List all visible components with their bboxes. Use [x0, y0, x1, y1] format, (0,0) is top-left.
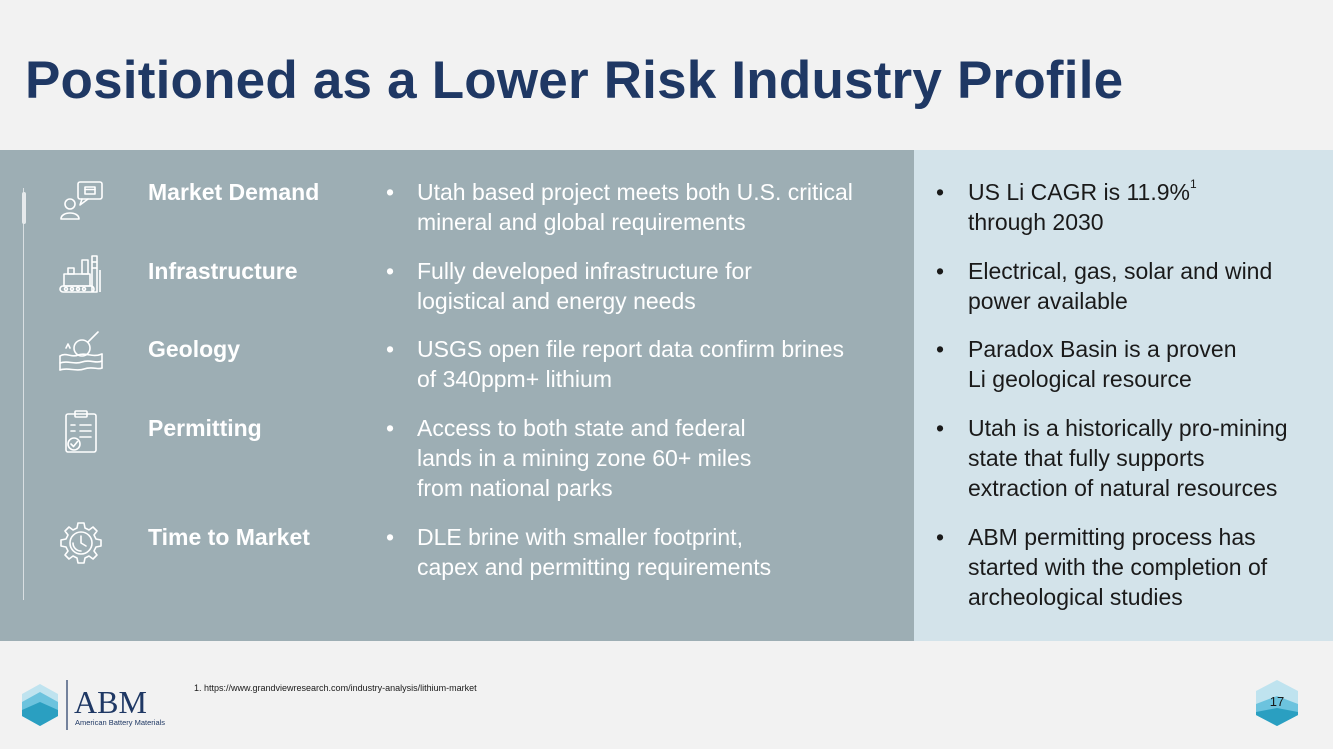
detail-line: Fully developed infrastructure for	[417, 258, 752, 284]
bullet: •	[936, 336, 945, 362]
fact-line: state that fully supports	[968, 445, 1205, 471]
hexagon-logo-icon	[22, 684, 58, 726]
detail-line: Utah based project meets both U.S. criti…	[417, 179, 853, 205]
row-fact: Paradox Basin is a proven Li geological …	[968, 334, 1237, 394]
fact-line: Electrical, gas, solar and wind	[968, 258, 1273, 284]
footnote: 1. https://www.grandviewresearch.com/ind…	[194, 683, 477, 693]
bullet: •	[386, 415, 395, 441]
row-detail: DLE brine with smaller footprint, capex …	[417, 522, 771, 582]
detail-line: DLE brine with smaller footprint,	[417, 524, 743, 550]
fact-line: Paradox Basin is a proven	[968, 336, 1237, 362]
bullet: •	[386, 179, 395, 205]
detail-line: lands in a mining zone 60+ miles	[417, 445, 752, 471]
logo-wordmark: ABM	[74, 684, 147, 720]
right-panel	[914, 150, 1333, 641]
detail-line: mineral and global requirements	[417, 209, 746, 235]
abm-logo: ABM American Battery Materials	[20, 680, 190, 736]
row-fact: US Li CAGR is 11.9%1 through 2030	[968, 177, 1197, 237]
detail-line: Access to both state and federal	[417, 415, 746, 441]
bullet: •	[936, 258, 945, 284]
detail-line: USGS open file report data confirm brine…	[417, 336, 844, 362]
row-detail: Access to both state and federal lands i…	[417, 413, 751, 503]
scroll-track	[23, 188, 24, 600]
gear-clock-icon	[58, 520, 104, 566]
bullet: •	[936, 524, 945, 550]
clipboard-check-icon	[58, 409, 104, 455]
page-title: Positioned as a Lower Risk Industry Prof…	[25, 51, 1124, 110]
row-label: Permitting	[148, 415, 262, 441]
fact-line: ABM permitting process has	[968, 524, 1256, 550]
bullet: •	[386, 524, 395, 550]
row-label: Time to Market	[148, 524, 310, 550]
logo-tagline: American Battery Materials	[75, 718, 165, 727]
fact-line: power available	[968, 288, 1128, 314]
detail-line: logistical and energy needs	[417, 288, 696, 314]
bullet: •	[936, 415, 945, 441]
detail-line: capex and permitting requirements	[417, 554, 772, 580]
row-label: Infrastructure	[148, 258, 298, 284]
fact-line: through 2030	[968, 209, 1104, 235]
row-label: Market Demand	[148, 179, 320, 205]
row-label: Geology	[148, 336, 241, 362]
row-detail: USGS open file report data confirm brine…	[417, 334, 844, 394]
page-number-badge	[1254, 678, 1300, 728]
row-detail: Fully developed infrastructure for logis…	[417, 256, 752, 316]
content-band: Market Demand • Utah based project meets…	[0, 150, 1333, 641]
fact-line: US Li CAGR is 11.9%1	[968, 177, 1197, 207]
fact-line: extraction of natural resources	[968, 475, 1278, 501]
fact-line: archeological studies	[968, 584, 1183, 610]
bullet: •	[386, 336, 395, 362]
geology-magnifier-icon	[58, 330, 104, 376]
left-panel	[0, 150, 914, 641]
chat-person-icon	[58, 179, 104, 225]
detail-line: of 340ppm+ lithium	[417, 366, 612, 392]
factory-icon	[58, 252, 104, 298]
detail-line: from national parks	[417, 475, 613, 501]
footnote-marker: 1	[1189, 177, 1197, 191]
row-detail: Utah based project meets both U.S. criti…	[417, 177, 853, 237]
bullet: •	[386, 258, 395, 284]
fact-text: US Li CAGR is 11.9%	[968, 179, 1190, 205]
scroll-thumb	[22, 192, 26, 224]
row-fact: Utah is a historically pro-mining state …	[968, 413, 1288, 503]
row-fact: Electrical, gas, solar and wind power av…	[968, 256, 1272, 316]
page-number: 17	[1269, 694, 1285, 709]
fact-line: Utah is a historically pro-mining	[968, 415, 1288, 441]
row-fact: ABM permitting process has started with …	[968, 522, 1267, 612]
fact-line: Li geological resource	[968, 366, 1192, 392]
bullet: •	[936, 179, 945, 205]
fact-line: started with the completion of	[968, 554, 1268, 580]
